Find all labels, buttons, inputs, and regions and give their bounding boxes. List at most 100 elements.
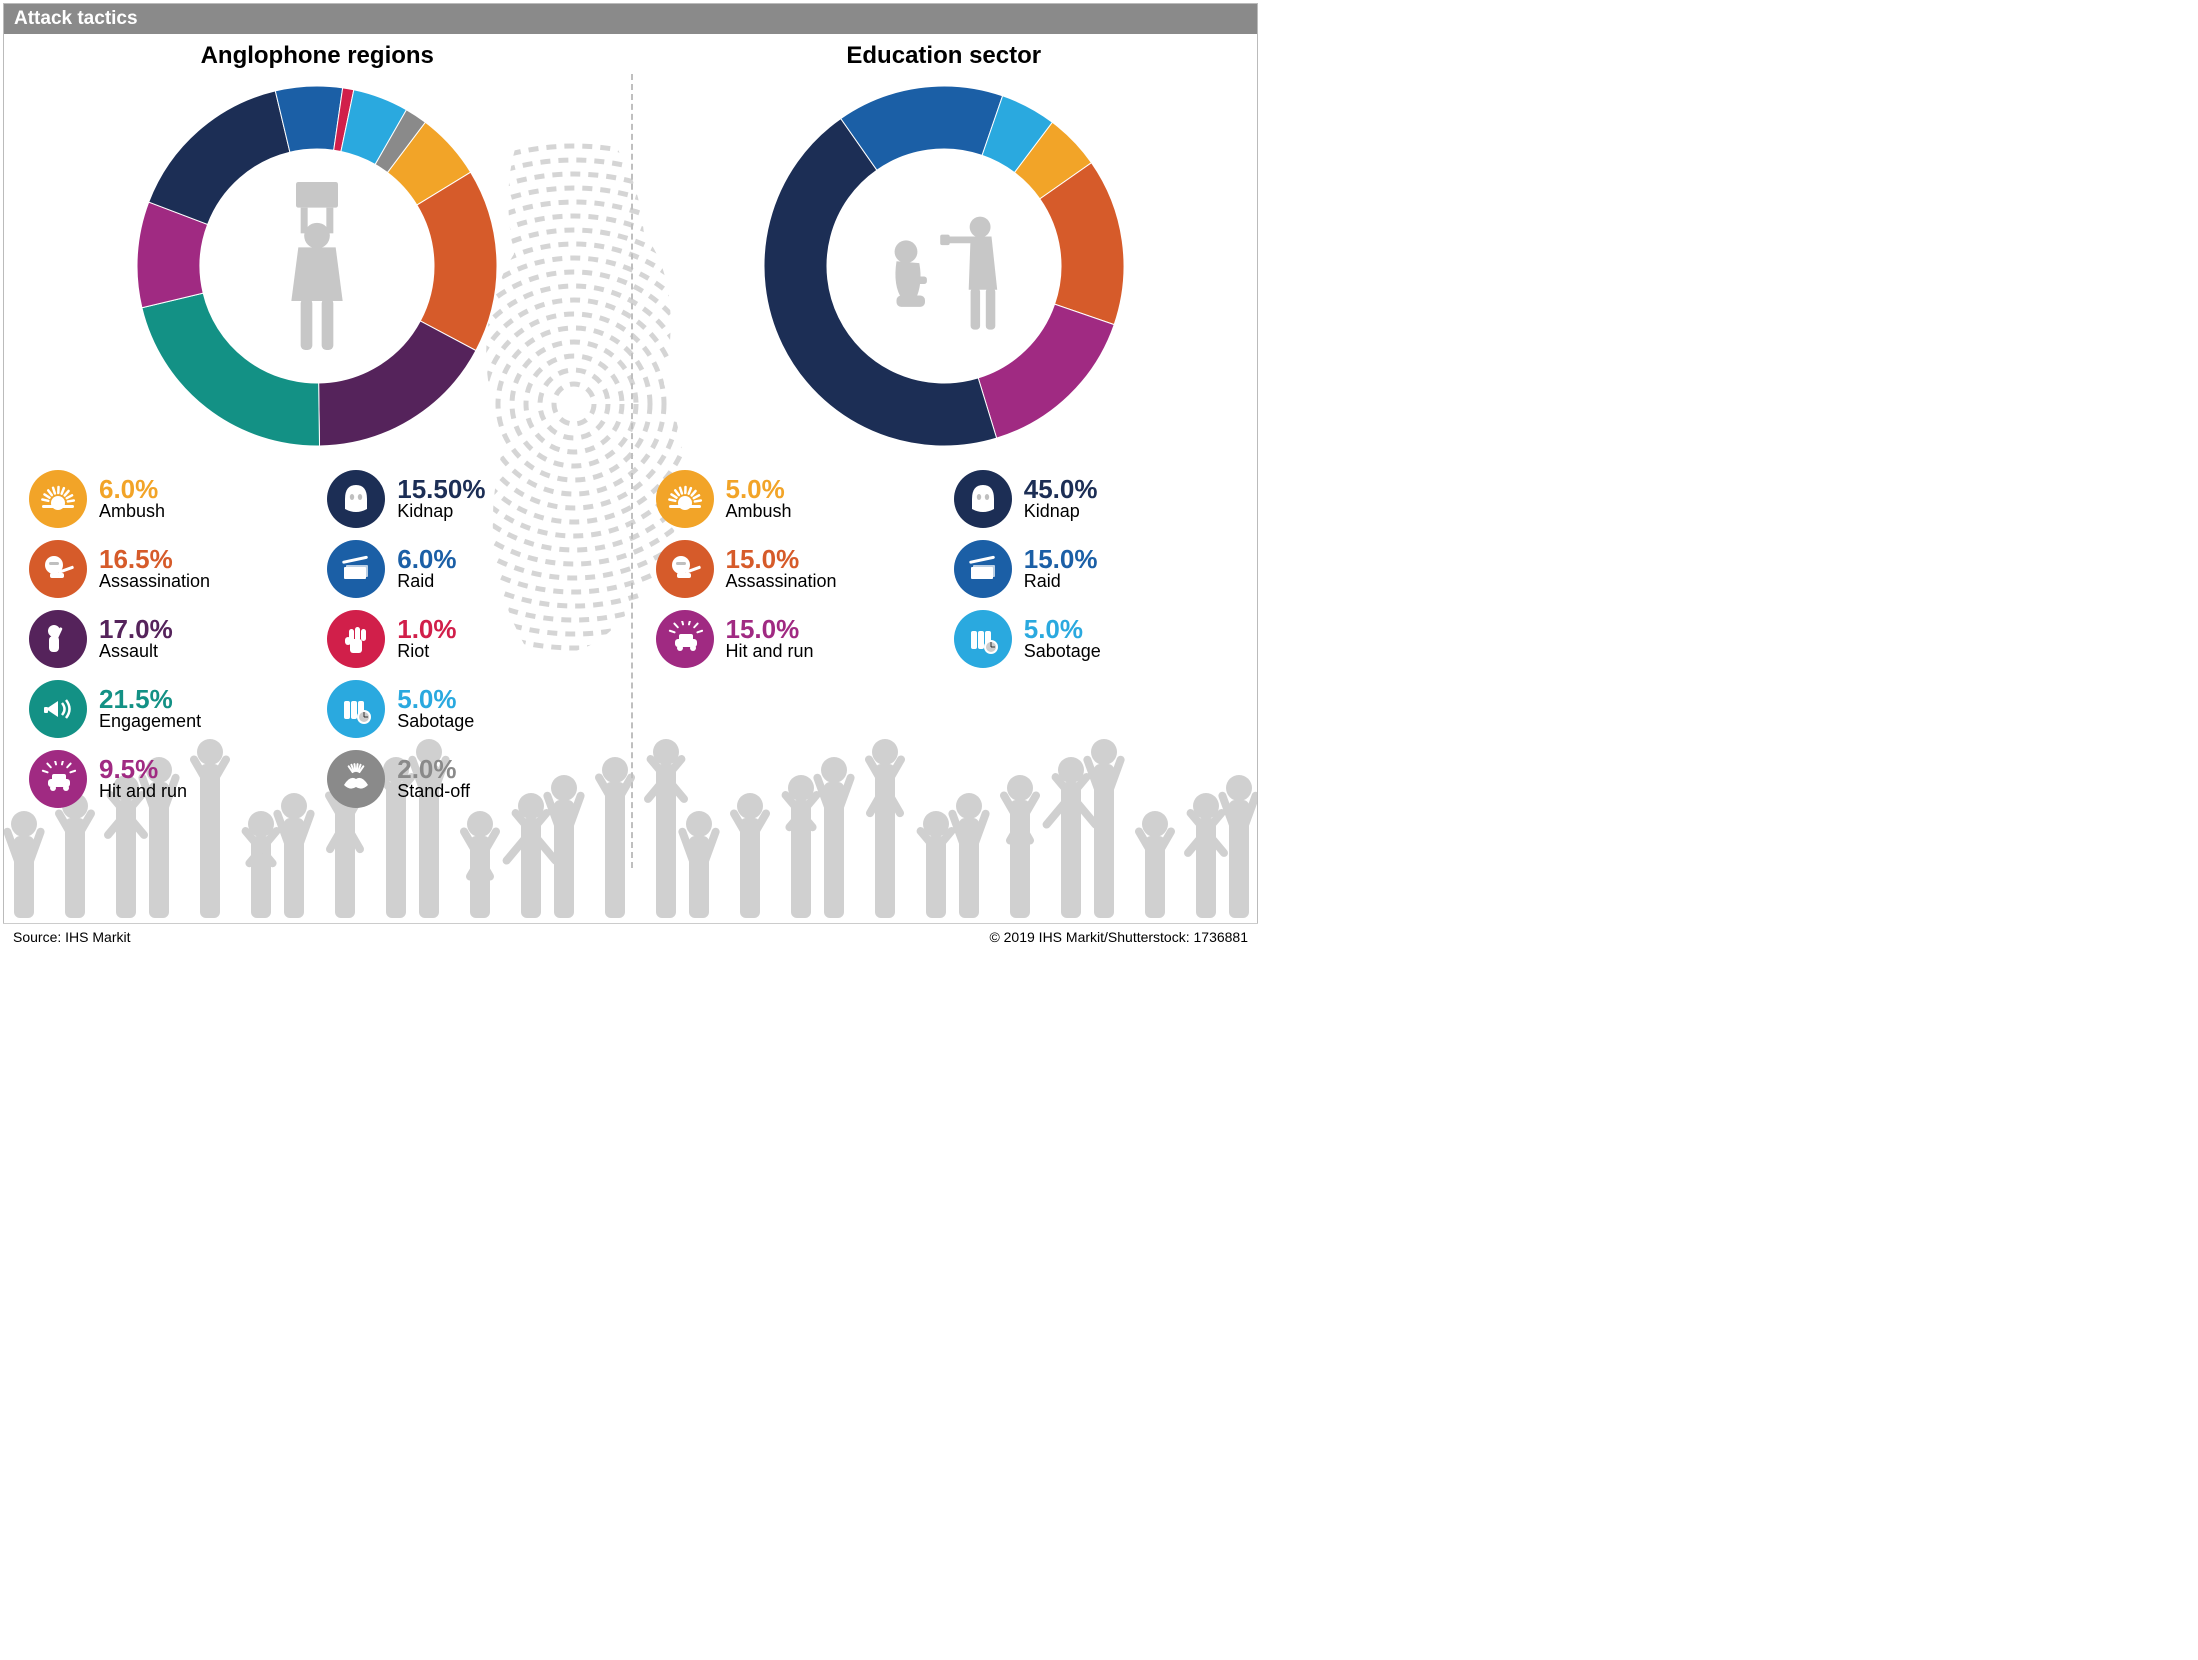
legend-item-kidnap: 45.0%Kidnap [954,470,1232,528]
legend-label: Hit and run [99,782,187,802]
legend-item-ambush: 5.0%Ambush [656,470,934,528]
raid-icon [327,540,385,598]
ambush-icon [29,470,87,528]
chart-content: Anglophone regions 6.0%Ambush16.5%Assass… [4,34,1257,918]
legend-item-riot: 1.0%Riot [327,610,605,668]
legend-percent: 6.0% [99,476,165,502]
sabotage-icon [954,610,1012,668]
legend-label: Assault [99,642,173,662]
legend-label: Raid [397,572,456,592]
legend-text: 5.0%Sabotage [397,686,474,732]
legend-item-standoff: 2.0%Stand-off [327,750,605,808]
legend-text: 6.0%Raid [397,546,456,592]
chart-title-bar: Attack tactics [4,4,1257,34]
raid-icon [954,540,1012,598]
footer-bar: Source: IHS Markit © 2019 IHS Markit/Shu… [3,923,1258,949]
panel-title: Anglophone regions [29,42,606,70]
legend-item-sabotage: 5.0%Sabotage [954,610,1232,668]
legend-percent: 15.50% [397,476,485,502]
legend-text: 15.0%Hit and run [726,616,814,662]
legend-percent: 5.0% [1024,616,1101,642]
legend-text: 1.0%Riot [397,616,456,662]
sabotage-icon [327,680,385,738]
legend-label: Assassination [99,572,210,592]
legend-percent: 45.0% [1024,476,1098,502]
legend-percent: 6.0% [397,546,456,572]
legend-item-engagement: 21.5%Engagement [29,680,307,738]
legend-percent: 15.0% [726,616,814,642]
hit_and_run-icon [29,750,87,808]
assassination-icon [656,540,714,598]
legend-item-raid: 15.0%Raid [954,540,1232,598]
legend-percent: 5.0% [726,476,792,502]
legend-text: 6.0%Ambush [99,476,165,522]
legend-percent: 5.0% [397,686,474,712]
legend-percent: 15.0% [726,546,837,572]
legend-item-sabotage: 5.0%Sabotage [327,680,605,738]
copyright-text: © 2019 IHS Markit/Shutterstock: 1736881 [989,929,1248,945]
donut-chart [127,76,507,456]
legend-text: 5.0%Ambush [726,476,792,522]
assault-icon [29,610,87,668]
protester-icon [207,156,427,376]
chart-title: Attack tactics [14,8,138,29]
hostage-icon [834,156,1054,376]
kidnap-icon [327,470,385,528]
panel-anglophone: Anglophone regions 6.0%Ambush16.5%Assass… [4,34,631,918]
legend: 6.0%Ambush16.5%Assassination17.0%Assault… [29,470,606,808]
legend-item-raid: 6.0%Raid [327,540,605,598]
legend-label: Engagement [99,712,201,732]
legend-item-assassination: 16.5%Assassination [29,540,307,598]
legend-column: 15.50%Kidnap 6.0%Raid 1.0%Riot 5.0%Sabotage… [327,470,605,808]
kidnap-icon [954,470,1012,528]
legend-item-hit_and_run: 9.5%Hit and run [29,750,307,808]
legend-column: 5.0%Ambush15.0%Assassination15.0%Hit and… [656,470,934,668]
donut-chart [754,76,1134,456]
legend-text: 2.0%Stand-off [397,756,470,802]
legend-label: Stand-off [397,782,470,802]
legend-item-hit_and_run: 15.0%Hit and run [656,610,934,668]
legend-label: Kidnap [1024,502,1098,522]
legend-text: 15.50%Kidnap [397,476,485,522]
legend-text: 9.5%Hit and run [99,756,187,802]
panel-title: Education sector [656,42,1233,70]
legend-item-kidnap: 15.50%Kidnap [327,470,605,528]
legend-text: 5.0%Sabotage [1024,616,1101,662]
legend-text: 45.0%Kidnap [1024,476,1098,522]
legend-percent: 15.0% [1024,546,1098,572]
legend-column: 45.0%Kidnap 15.0%Raid 5.0%Sabotage [954,470,1232,668]
standoff-icon [327,750,385,808]
ambush-icon [656,470,714,528]
legend-label: Raid [1024,572,1098,592]
legend-label: Assassination [726,572,837,592]
legend: 5.0%Ambush15.0%Assassination15.0%Hit and… [656,470,1233,668]
legend-percent: 2.0% [397,756,470,782]
chart-frame: Attack tactics [3,3,1258,949]
legend-label: Hit and run [726,642,814,662]
legend-percent: 16.5% [99,546,210,572]
legend-column: 6.0%Ambush 16.5%Assassination 17.0%Assault… [29,470,307,808]
legend-item-assault: 17.0%Assault [29,610,307,668]
legend-label: Kidnap [397,502,485,522]
legend-percent: 1.0% [397,616,456,642]
legend-item-ambush: 6.0%Ambush [29,470,307,528]
legend-text: 17.0%Assault [99,616,173,662]
assassination-icon [29,540,87,598]
panel-education: Education sector 5.0%Ambush15.0%Assassin… [631,34,1258,918]
legend-label: Ambush [99,502,165,522]
legend-item-assassination: 15.0%Assassination [656,540,934,598]
panels-container: Anglophone regions 6.0%Ambush16.5%Assass… [4,34,1257,918]
legend-percent: 21.5% [99,686,201,712]
legend-label: Sabotage [1024,642,1101,662]
legend-label: Ambush [726,502,792,522]
legend-text: 15.0%Raid [1024,546,1098,592]
riot-icon [327,610,385,668]
legend-percent: 9.5% [99,756,187,782]
hit_and_run-icon [656,610,714,668]
legend-text: 15.0%Assassination [726,546,837,592]
source-text: Source: IHS Markit [13,929,130,945]
legend-text: 21.5%Engagement [99,686,201,732]
engagement-icon [29,680,87,738]
legend-label: Riot [397,642,456,662]
legend-text: 16.5%Assassination [99,546,210,592]
